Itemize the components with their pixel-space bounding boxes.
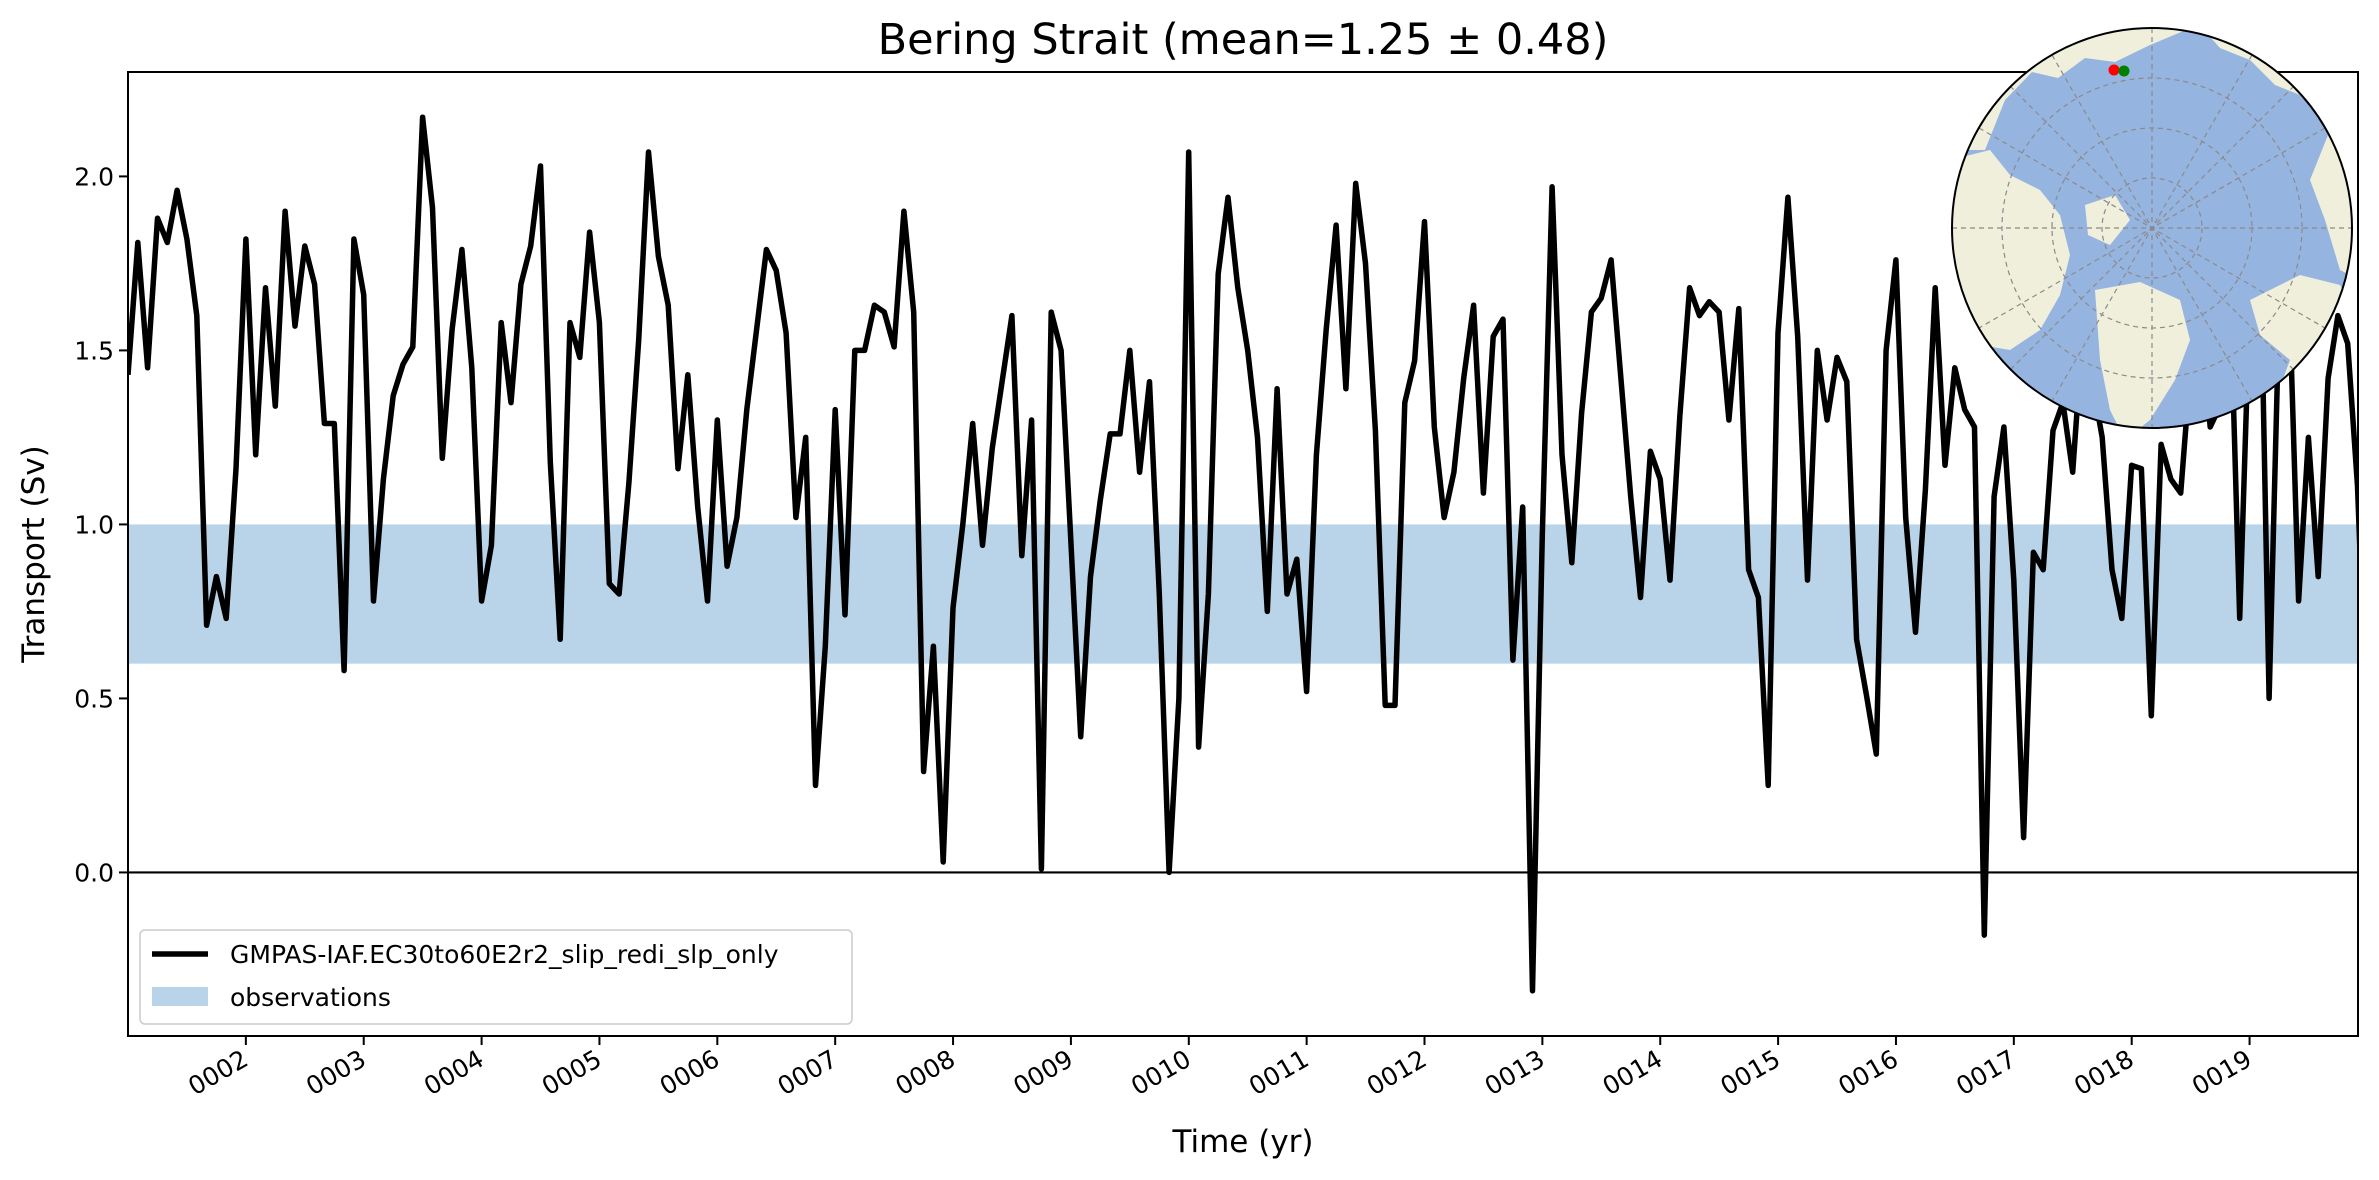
x-tick-label: 0017 bbox=[1951, 1044, 2021, 1101]
x-tick-label: 0006 bbox=[655, 1044, 725, 1101]
land-canada bbox=[1952, 150, 2070, 350]
y-tick-label: 1.5 bbox=[74, 336, 114, 365]
x-tick-label: 0015 bbox=[1716, 1044, 1786, 1101]
x-tick-label: 0007 bbox=[773, 1044, 843, 1101]
inset-polar-map bbox=[1951, 27, 2353, 429]
x-tick-label: 0018 bbox=[2069, 1044, 2139, 1101]
y-tick-label: 1.0 bbox=[74, 510, 114, 539]
x-tick-label: 0019 bbox=[2187, 1044, 2257, 1101]
section-end-marker bbox=[2118, 65, 2130, 77]
legend-label-series: GMPAS-IAF.EC30to60E2r2_slip_redi_slp_onl… bbox=[230, 940, 779, 969]
x-tick-label: 0009 bbox=[1008, 1044, 1078, 1101]
y-tick-label: 0.0 bbox=[74, 858, 114, 887]
series-line bbox=[128, 114, 2358, 994]
x-tick-label: 0013 bbox=[1480, 1044, 1550, 1101]
map-graticule bbox=[1952, 28, 2352, 428]
map-frame bbox=[1951, 27, 2353, 429]
chart-title: Bering Strait (mean=1.25 ± 0.48) bbox=[878, 15, 1609, 65]
land-arctic-islands bbox=[2085, 195, 2130, 245]
plot-frame bbox=[127, 71, 2359, 1037]
x-tick-label: 0004 bbox=[419, 1044, 489, 1101]
x-axis-ticks: 0002 0003 0004 0005 0006 0007 0008 0009 0010 0011… bbox=[183, 1036, 2257, 1101]
section-start-marker bbox=[2108, 64, 2120, 76]
y-tick-label: 2.0 bbox=[74, 162, 114, 191]
x-tick-label: 0014 bbox=[1598, 1044, 1668, 1101]
legend-box bbox=[139, 929, 853, 1025]
x-tick-label: 0003 bbox=[301, 1044, 371, 1101]
x-axis-title: Time (yr) bbox=[1172, 1124, 1314, 1160]
y-axis-title: Transport (Sv) bbox=[16, 445, 52, 664]
observations-band bbox=[128, 524, 2358, 664]
y-tick-label: 0.5 bbox=[74, 684, 114, 713]
x-tick-label: 0008 bbox=[890, 1044, 960, 1101]
x-tick-label: 0012 bbox=[1362, 1044, 1432, 1101]
x-tick-label: 0005 bbox=[537, 1044, 607, 1101]
legend: GMPAS-IAF.EC30to60E2r2_slip_redi_slp_onl… bbox=[139, 929, 853, 1025]
x-tick-label: 0016 bbox=[1833, 1044, 1903, 1101]
legend-label-observations: observations bbox=[230, 983, 391, 1012]
legend-patch-swatch bbox=[152, 987, 208, 1006]
land-greenland bbox=[2095, 282, 2190, 428]
x-tick-label: 0011 bbox=[1244, 1044, 1314, 1101]
x-tick-label: 0002 bbox=[183, 1044, 253, 1101]
y-axis-ticks: 0.0 0.5 1.0 1.5 2.0 bbox=[74, 162, 128, 887]
x-tick-label: 0010 bbox=[1126, 1044, 1196, 1101]
